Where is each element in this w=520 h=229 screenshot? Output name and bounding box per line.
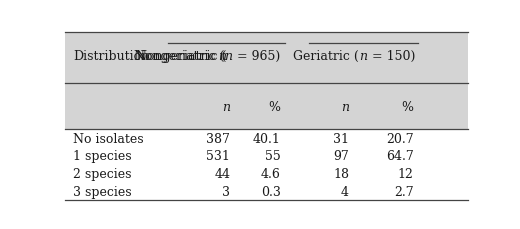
Text: 12: 12 — [398, 167, 413, 180]
Text: 1 species: 1 species — [73, 150, 132, 163]
Text: 0.3: 0.3 — [261, 185, 281, 198]
Text: Geriatric (: Geriatric ( — [293, 50, 359, 63]
Text: 97: 97 — [333, 150, 349, 163]
Text: %: % — [269, 100, 281, 113]
Text: = 965): = 965) — [233, 50, 281, 63]
Text: n: n — [359, 50, 367, 63]
Text: Distribution: Distribution — [73, 50, 149, 63]
Text: 531: 531 — [206, 150, 230, 163]
Text: 64.7: 64.7 — [386, 150, 413, 163]
Text: %: % — [401, 100, 413, 113]
Text: 44: 44 — [214, 167, 230, 180]
Bar — [65, 33, 468, 130]
Text: 2.7: 2.7 — [394, 185, 413, 198]
Text: 4: 4 — [341, 185, 349, 198]
Text: 55: 55 — [265, 150, 281, 163]
Text: 2 species: 2 species — [73, 167, 132, 180]
Text: 20.7: 20.7 — [386, 132, 413, 145]
Text: n: n — [222, 100, 230, 113]
Text: 40.1: 40.1 — [253, 132, 281, 145]
Text: 3 species: 3 species — [73, 185, 132, 198]
Text: n: n — [341, 100, 349, 113]
Text: = 150): = 150) — [369, 50, 416, 63]
Text: 3: 3 — [222, 185, 230, 198]
Text: 31: 31 — [333, 132, 349, 145]
Text: 4.6: 4.6 — [261, 167, 281, 180]
Text: Nongeriatric (: Nongeriatric ( — [134, 50, 224, 63]
Text: No isolates: No isolates — [73, 132, 144, 145]
Text: 18: 18 — [333, 167, 349, 180]
Text: Nongeriatric (: Nongeriatric ( — [136, 50, 226, 63]
Text: n: n — [218, 50, 226, 63]
Text: n: n — [224, 50, 232, 63]
Text: 387: 387 — [206, 132, 230, 145]
